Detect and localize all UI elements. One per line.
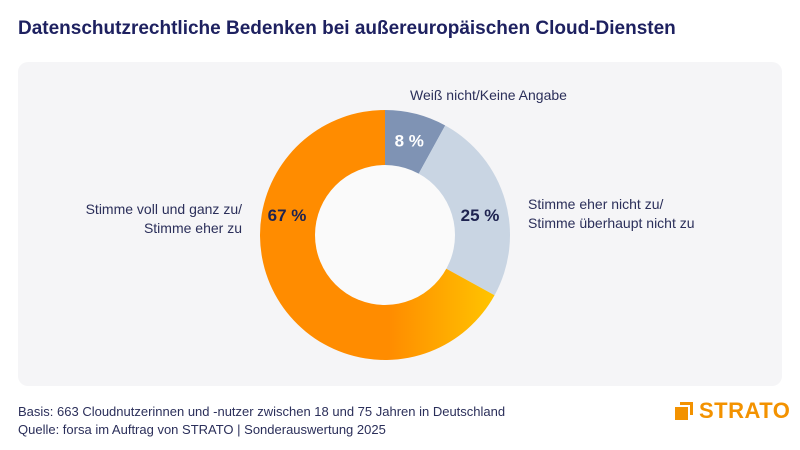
legend-label-line: Stimme eher nicht zu/ [528, 196, 664, 212]
footer-basis: Basis: 663 Cloudnutzerinnen und -nutzer … [18, 404, 506, 419]
donut-hole [315, 165, 455, 305]
strato-logo: STRATO [675, 398, 790, 424]
data-label: 8 % [395, 132, 424, 151]
data-label: 67 % [268, 206, 307, 225]
legend-label-agree: Stimme voll und ganz zu/ Stimme eher zu [60, 200, 242, 238]
legend-label-line: Stimme überhaupt nicht zu [528, 215, 695, 231]
footer-source: Quelle: forsa im Auftrag von STRATO | So… [18, 422, 386, 437]
strato-logo-text: STRATO [699, 398, 791, 423]
legend-label-line: Stimme voll und ganz zu/ [85, 201, 242, 217]
data-label: 25 % [461, 206, 500, 225]
chart-title: Datenschutzrechtliche Bedenken bei außer… [18, 18, 676, 39]
strato-logo-icon [675, 402, 693, 420]
legend-label-unknown: Weiß nicht/Keine Angabe [410, 87, 567, 103]
legend-label-line: Stimme eher zu [143, 220, 242, 236]
legend-label-disagree: Stimme eher nicht zu/ Stimme überhaupt n… [528, 195, 695, 233]
